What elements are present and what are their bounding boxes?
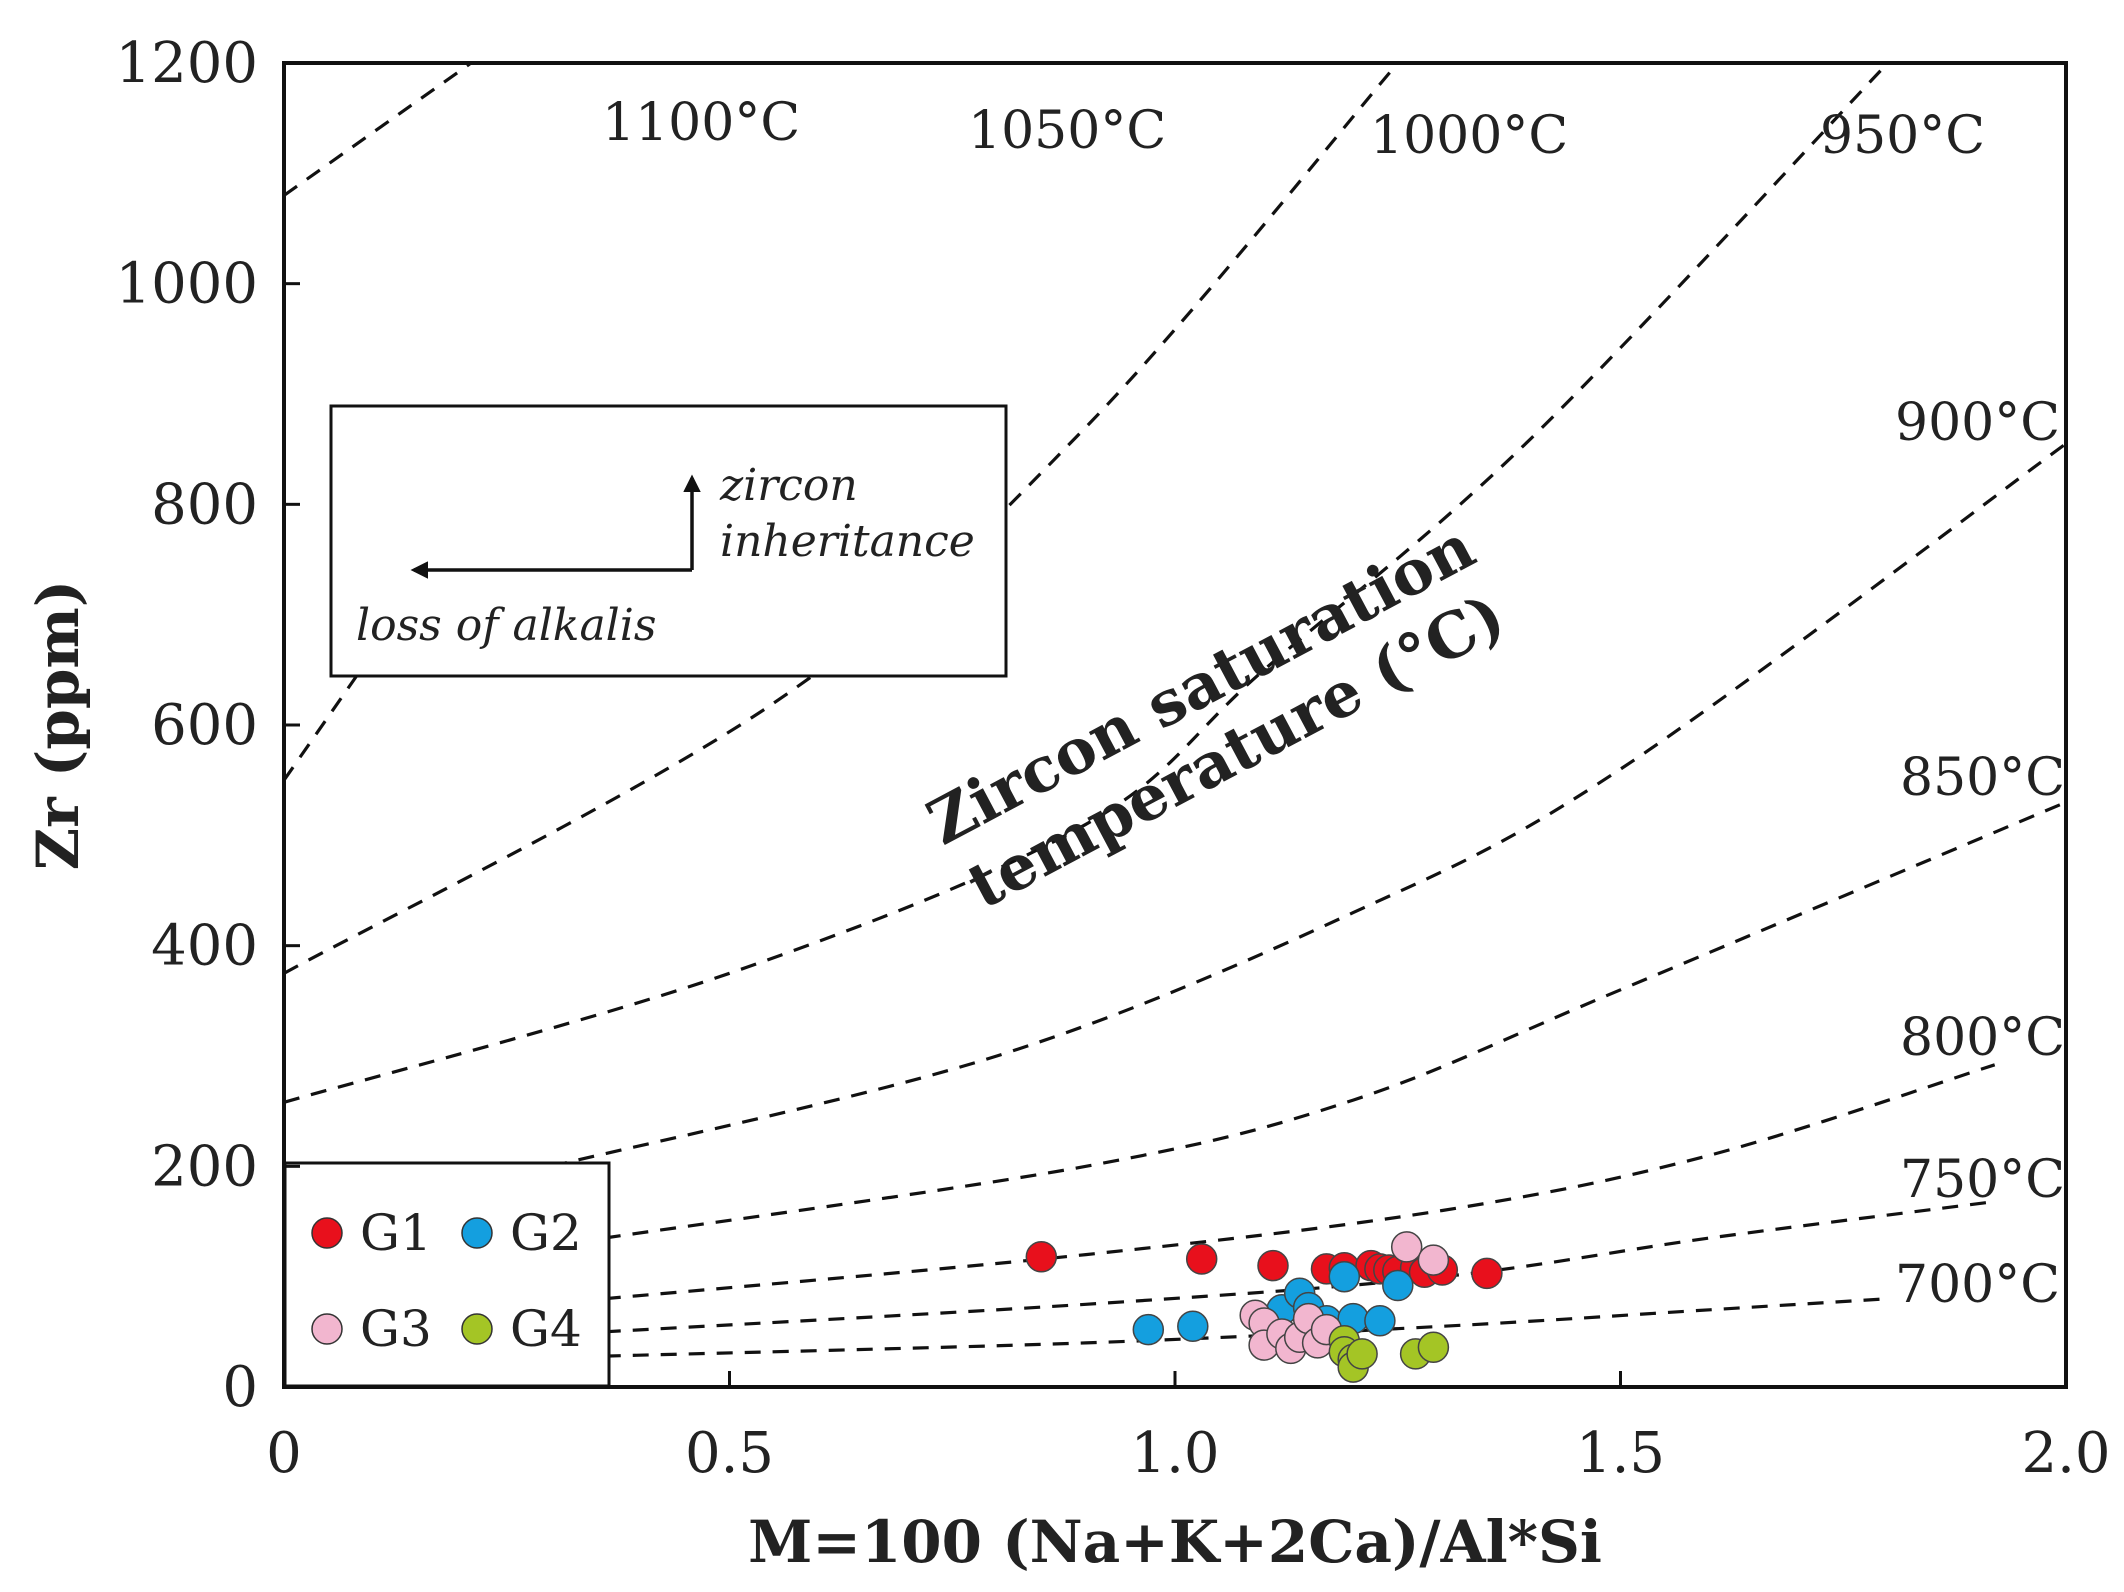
y-axis: 0 200 400 600 800 1000 1200 [115, 31, 300, 1420]
y-axis-title: Zr (ppm) [24, 580, 92, 870]
point-g2 [1177, 1310, 1209, 1343]
y-tick-label: 0 [222, 1355, 258, 1420]
y-tick-label: 400 [151, 914, 258, 979]
x-tick-label: 1.0 [1130, 1421, 1219, 1486]
isotherm-900 [550, 442, 2066, 1168]
point-g1 [1257, 1249, 1289, 1282]
point-g1 [1185, 1243, 1218, 1275]
y-tick-label: 1200 [115, 31, 258, 96]
point-g4 [1417, 1331, 1450, 1364]
loss-of-alkalis-label: loss of alkalis [356, 600, 656, 651]
point-g4 [1346, 1338, 1378, 1370]
y-tick-label: 600 [151, 693, 258, 758]
isotherm-label-1000: 1000°C [1370, 106, 1568, 166]
point-g1 [1025, 1241, 1058, 1273]
y-tick-label: 1000 [115, 252, 258, 317]
isotherm-label-700: 700°C [1895, 1255, 2060, 1315]
legend-label-g4: G4 [510, 1300, 582, 1358]
zircon-inheritance-label-2: inheritance [720, 516, 975, 567]
legend-marker-g4 [461, 1313, 493, 1345]
annotation-box-frame [329, 404, 1008, 678]
isotherm-800 [604, 1063, 1996, 1301]
legend-marker-g3 [311, 1313, 343, 1345]
point-g2 [1328, 1260, 1361, 1293]
isotherm-label-850: 850°C [1900, 748, 2065, 808]
x-tick-label: 0.5 [685, 1421, 774, 1486]
legend: G1 G2 G3 G4 [283, 1161, 611, 1388]
y-tick-label: 800 [151, 472, 258, 537]
legend-label-g1: G1 [360, 1204, 432, 1262]
x-axis: 0 0.5 1.0 1.5 2.0 [266, 1371, 2111, 1486]
isotherm-label-800: 800°C [1900, 1008, 2065, 1068]
point-g3 [1417, 1244, 1450, 1276]
legend-marker-g1 [311, 1217, 343, 1249]
y-tick-label: 200 [151, 1134, 258, 1199]
isotherm-label-1050: 1050°C [968, 101, 1166, 161]
point-g2 [1132, 1313, 1165, 1346]
isotherm-1000 [284, 63, 1400, 975]
x-tick-label: 0 [266, 1421, 302, 1486]
vector-annotation-box: zircon inheritance loss of alkalis [329, 404, 1008, 678]
isotherm-label-1100: 1100°C [602, 93, 800, 153]
x-tick-label: 1.5 [1576, 1421, 1665, 1486]
legend-marker-g2 [461, 1217, 493, 1249]
legend-label-g3: G3 [360, 1300, 432, 1358]
point-g2 [1382, 1269, 1414, 1302]
point-g1 [1471, 1257, 1503, 1290]
data-points [1025, 1231, 1503, 1383]
zircon-inheritance-label-1: zircon [719, 460, 858, 511]
point-g3 [1390, 1231, 1423, 1263]
isotherm-1100 [284, 63, 473, 197]
point-g2 [1364, 1305, 1396, 1337]
isotherm-850 [604, 800, 2066, 1240]
isotherm-950 [284, 63, 1889, 1104]
x-axis-title: M=100 (Na+K+2Ca)/Al*Si [748, 1508, 1602, 1576]
isotherm-label-750: 750°C [1900, 1150, 2065, 1210]
isotherm-label-950: 950°C [1820, 106, 1985, 166]
legend-label-g2: G2 [510, 1204, 582, 1262]
isotherm-label-900: 900°C [1895, 393, 2060, 453]
x-tick-label: 2.0 [2021, 1421, 2110, 1486]
